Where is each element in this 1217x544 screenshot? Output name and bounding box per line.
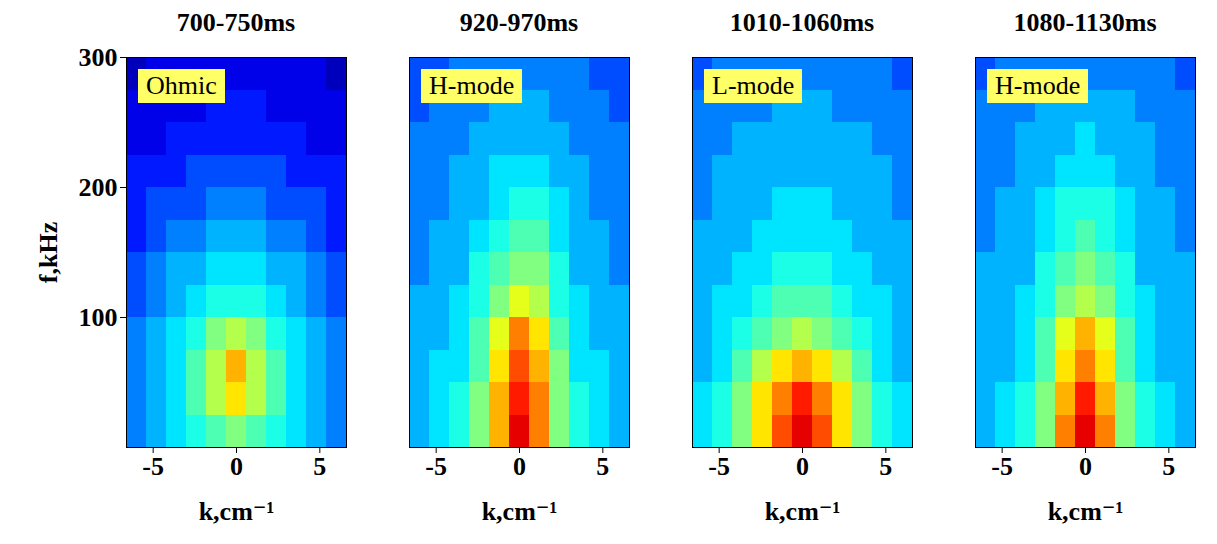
svg-text:k,cm⁻¹: k,cm⁻¹ xyxy=(765,497,841,526)
html-text:920-970ms: 920-970ms xyxy=(459,8,579,37)
svg-text:k,cm⁻¹: k,cm⁻¹ xyxy=(199,497,275,526)
svg-text:k,cm⁻¹: k,cm⁻¹ xyxy=(482,497,558,526)
html-text:Ohmic: Ohmic xyxy=(146,71,217,100)
html-text:H-mode: H-mode xyxy=(995,71,1081,100)
svg-text:-5: -5 xyxy=(991,452,1013,481)
svg-text:300: 300 xyxy=(79,43,118,72)
svg-text:0: 0 xyxy=(230,452,243,481)
svg-text:0: 0 xyxy=(796,452,809,481)
svg-text:-5: -5 xyxy=(142,452,164,481)
svg-text:5: 5 xyxy=(1162,452,1175,481)
svg-text:5: 5 xyxy=(313,452,326,481)
html-text:1080-1130ms: 1080-1130ms xyxy=(1013,8,1157,37)
svg-text:0: 0 xyxy=(513,452,526,481)
html-text:L-mode: L-mode xyxy=(712,71,795,100)
svg-text:5: 5 xyxy=(879,452,892,481)
svg-text:-5: -5 xyxy=(425,452,447,481)
svg-text:200: 200 xyxy=(79,173,118,202)
svg-text:f,kHz: f,kHz xyxy=(34,222,63,283)
html-text:700-750ms: 700-750ms xyxy=(176,8,296,37)
svg-text:5: 5 xyxy=(596,452,609,481)
svg-text:-5: -5 xyxy=(708,452,730,481)
svg-text:0: 0 xyxy=(1079,452,1092,481)
svg-text:k,cm⁻¹: k,cm⁻¹ xyxy=(1048,497,1124,526)
svg-text:100: 100 xyxy=(79,303,118,332)
html-text:1010-1060ms: 1010-1060ms xyxy=(729,8,875,37)
html-text:H-mode: H-mode xyxy=(429,71,515,100)
